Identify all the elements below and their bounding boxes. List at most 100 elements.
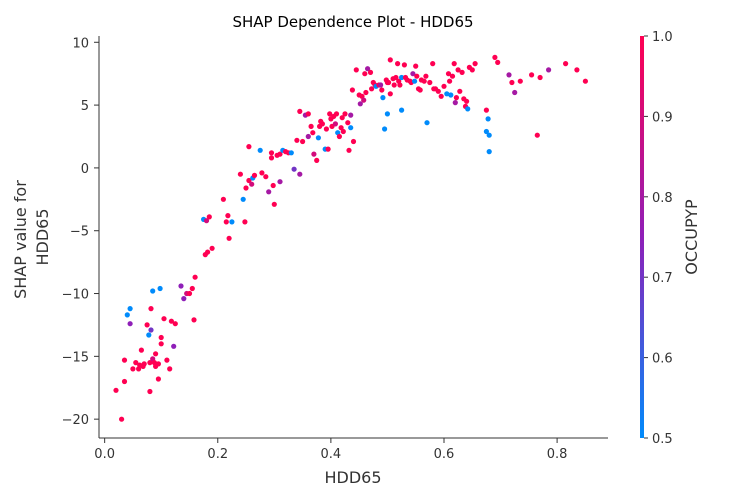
scatter-point	[124, 312, 130, 318]
scatter-point	[172, 321, 178, 327]
colorbar-tick-label: 1.0	[652, 30, 673, 45]
y-tick-label: 0	[81, 162, 89, 177]
scatter-point	[155, 361, 161, 367]
scatter-point	[164, 357, 170, 363]
scatter-point	[315, 135, 321, 141]
scatter-point	[133, 360, 139, 366]
scatter-point	[453, 95, 459, 101]
scatter-point	[220, 196, 226, 202]
scatter-point	[270, 182, 276, 189]
scatter-point	[297, 171, 303, 177]
colorbar-tick-label: 0.5	[652, 432, 673, 447]
colorbar-tick-label: 0.8	[652, 191, 673, 206]
y-tick-label: −10	[62, 288, 89, 303]
scatter-point	[350, 138, 357, 145]
scatter-point	[147, 360, 153, 366]
scatter-point	[225, 213, 231, 219]
scatter-point	[430, 61, 436, 67]
scatter-point	[332, 121, 338, 127]
scatter-point	[161, 316, 167, 322]
scatter-point	[427, 79, 433, 86]
scatter-point	[314, 157, 320, 163]
chart-title: SHAP Dependence Plot - HDD65	[232, 13, 473, 31]
scatter-point	[308, 123, 314, 129]
scatter-point	[380, 95, 386, 101]
scatter-point	[325, 146, 331, 152]
scatter-point	[444, 91, 450, 97]
scatter-point	[153, 351, 159, 357]
scatter-point	[339, 115, 345, 121]
scatter-point	[121, 357, 128, 363]
y-tick-label: −5	[70, 225, 89, 240]
x-tick-label: 0.0	[94, 447, 115, 462]
scatter-point	[246, 177, 252, 184]
scatter-point	[146, 332, 152, 338]
scatter-point	[305, 133, 311, 140]
scatter-point	[459, 69, 465, 75]
colorbar-ticks: 1.0 0.9 0.8 0.7 0.6 0.5	[644, 30, 673, 447]
scatter-point	[452, 100, 458, 106]
scatter-point	[148, 306, 154, 312]
scatter-point	[271, 201, 277, 207]
scatter-point	[421, 78, 427, 84]
scatter-point	[362, 71, 368, 77]
scatter-point	[297, 108, 303, 114]
scatter-point	[529, 72, 535, 78]
scatter-point	[410, 71, 416, 77]
scatter-point	[445, 71, 452, 77]
scatter-point	[455, 67, 461, 73]
scatter-point	[387, 91, 393, 97]
scatter-point	[305, 111, 311, 117]
scatter-point	[483, 107, 489, 113]
colorbar-tick-label: 0.7	[652, 271, 673, 286]
scatter-point	[277, 179, 283, 185]
scatter-point	[387, 57, 393, 63]
scatter-point	[186, 290, 193, 297]
scatter-point	[469, 67, 475, 73]
points-layer	[113, 54, 589, 422]
scatter-point	[223, 219, 229, 225]
scatter-point	[311, 151, 317, 157]
scatter-point	[457, 88, 463, 94]
scatter-point	[506, 72, 512, 78]
scatter-point	[209, 245, 215, 251]
plot-area: 0.0 0.2 0.4 0.6 0.8 10 5 0 −5 −10 −15 −20	[62, 36, 608, 462]
scatter-point	[191, 317, 197, 323]
x-tick-label: 0.6	[434, 447, 455, 462]
scatter-point	[249, 181, 255, 187]
y-tick-label: 5	[81, 99, 89, 114]
scatter-point	[178, 283, 184, 289]
scatter-point	[353, 67, 359, 73]
scatter-point	[310, 130, 316, 136]
scatter-point	[138, 347, 144, 353]
scatter-point	[424, 120, 430, 126]
x-tick-label: 0.2	[207, 447, 228, 462]
scatter-point	[257, 147, 263, 153]
colorbar-tick-label: 0.6	[652, 352, 673, 367]
scatter-point	[346, 147, 352, 153]
scatter-point	[393, 74, 399, 81]
scatter-point	[492, 54, 498, 61]
scatter-point	[158, 341, 164, 347]
scatter-point	[251, 172, 258, 178]
y-tick-label: 10	[72, 36, 89, 51]
scatter-point	[148, 327, 154, 333]
scatter-point	[486, 149, 492, 155]
scatter-point	[483, 128, 489, 135]
scatter-point	[327, 111, 333, 117]
scatter-point	[379, 87, 385, 93]
scatter-point	[147, 388, 153, 395]
scatter-point	[449, 73, 456, 79]
scatter-point	[243, 185, 249, 191]
scatter-point	[534, 132, 540, 138]
scatter-point	[448, 92, 454, 98]
scatter-point	[263, 174, 269, 180]
scatter-point	[349, 87, 355, 93]
scatter-point	[423, 73, 429, 79]
y-tick-label: −15	[62, 350, 89, 365]
scatter-point	[365, 66, 371, 72]
scatter-point	[438, 93, 444, 99]
scatter-point	[486, 132, 492, 138]
scatter-point	[369, 86, 375, 92]
scatter-point	[242, 219, 248, 225]
